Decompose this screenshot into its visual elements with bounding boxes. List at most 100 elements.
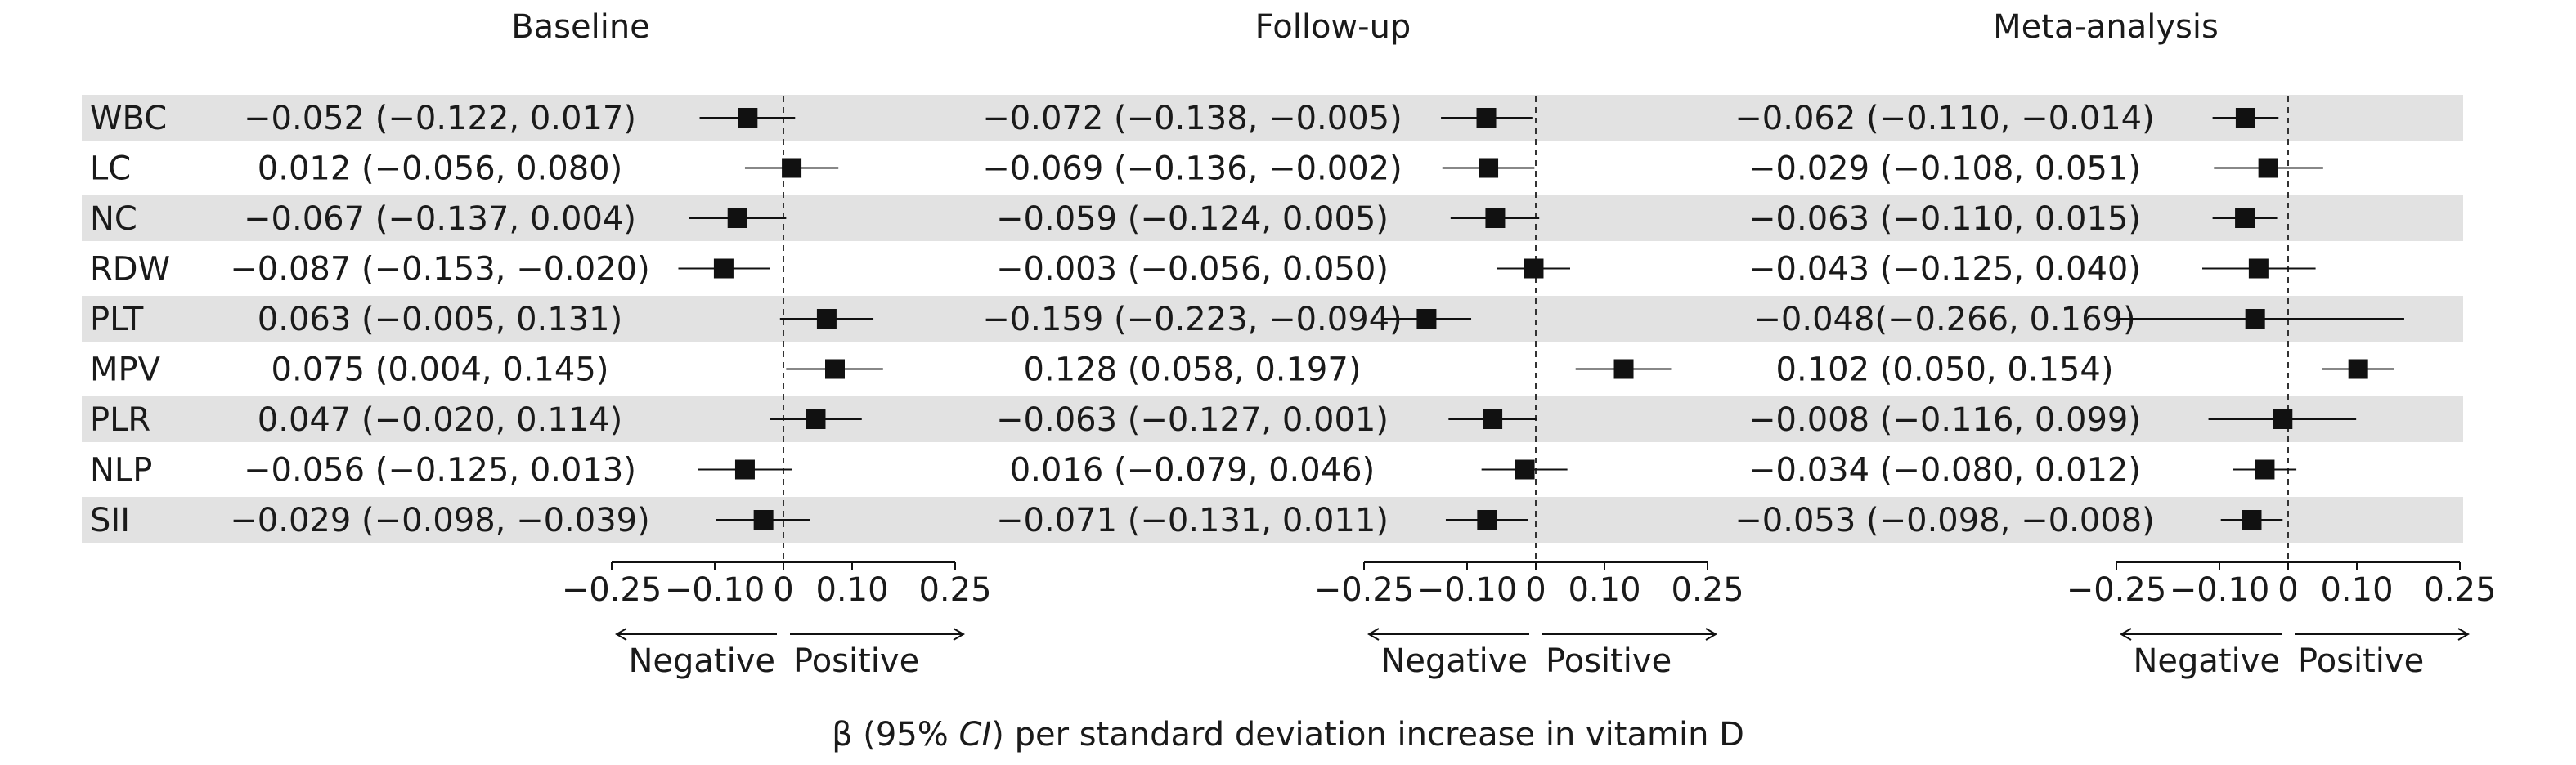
positive-arrowhead — [2457, 628, 2470, 641]
estimate-label: −0.053 (−0.098, −0.008) — [1735, 502, 2154, 539]
estimate-label: 0.063 (−0.005, 0.131) — [258, 301, 622, 338]
forest-panels: Baseline −0.052 (−0.122, 0.017) 0.012 (−0.… — [230, 8, 2496, 680]
x-tick-label: 0.25 — [918, 571, 991, 609]
estimate-label: 0.012 (−0.056, 0.080) — [258, 150, 622, 188]
estimate-label: 0.047 (−0.020, 0.114) — [258, 401, 622, 439]
estimate-label: −0.008 (−0.116, 0.099) — [1748, 401, 2141, 439]
estimate-label: −0.087 (−0.153, −0.020) — [230, 251, 649, 289]
x-tick-label: 0 — [2278, 571, 2298, 609]
estimate-label: −0.069 (−0.136, −0.002) — [982, 150, 1402, 188]
x-tick-label: 0.10 — [2320, 571, 2393, 609]
x-tick-label: −0.25 — [1314, 571, 1415, 609]
x-tick-label: −0.25 — [562, 571, 662, 609]
estimate-point — [738, 108, 758, 128]
estimate-point — [825, 359, 845, 379]
estimate-point — [1524, 258, 1544, 279]
x-axis-label-part-1: β (95% — [832, 716, 958, 754]
negative-label: Negative — [628, 642, 775, 680]
positive-label: Positive — [2298, 642, 2424, 680]
positive-label: Positive — [793, 642, 919, 680]
estimate-point — [806, 409, 826, 429]
estimate-point — [2248, 258, 2269, 279]
row-band-wbc — [82, 95, 2463, 141]
estimate-point — [782, 158, 802, 178]
estimate-label: −0.052 (−0.122, 0.017) — [244, 100, 636, 137]
x-tick-label: −0.10 — [665, 571, 765, 609]
row-band-plr — [82, 396, 2463, 442]
x-tick-label: −0.10 — [2170, 571, 2270, 609]
panel-title: Follow-up — [1255, 8, 1411, 46]
estimate-label: 0.102 (0.050, 0.154) — [1776, 351, 2114, 389]
estimate-label: −0.071 (−0.131, 0.011) — [996, 502, 1389, 539]
x-tick-label: 0 — [773, 571, 793, 609]
estimate-point — [1483, 409, 1503, 429]
estimate-label: −0.063 (−0.110, 0.015) — [1748, 200, 2141, 238]
x-axis-label-part-2: CI — [959, 716, 992, 754]
x-tick-label: 0.25 — [1671, 571, 1744, 609]
estimate-point — [1485, 208, 1506, 228]
estimate-label: −0.029 (−0.108, 0.051) — [1748, 150, 2141, 188]
row-band-sii — [82, 497, 2463, 543]
row-labels: WBC LC NC RDW PLT MPV PLR NLP SII — [90, 100, 170, 539]
estimate-point — [816, 309, 837, 329]
negative-arrowhead — [2120, 628, 2132, 641]
panel-2: Follow-up −0.072 (−0.138, −0.005) −0.069 (… — [982, 8, 1744, 680]
estimate-label: −0.003 (−0.056, 0.050) — [996, 251, 1389, 289]
x-tick-label: 0.25 — [2423, 571, 2496, 609]
positive-label: Positive — [1546, 642, 1672, 680]
estimate-point — [2258, 158, 2278, 178]
estimate-point — [2273, 409, 2293, 429]
row-label-nlp: NLP — [90, 452, 152, 490]
estimate-label: −0.063 (−0.127, 0.001) — [996, 401, 1389, 439]
negative-arrowhead — [1367, 628, 1380, 641]
row-label-plr: PLR — [90, 401, 150, 439]
row-band-plt — [82, 296, 2463, 342]
estimate-label: −0.159 (−0.223, −0.094) — [982, 301, 1402, 338]
estimate-label: −0.043 (−0.125, 0.040) — [1748, 251, 2141, 289]
estimate-point — [713, 258, 734, 279]
estimate-point — [1476, 108, 1497, 128]
negative-label: Negative — [2133, 642, 2280, 680]
estimate-label: 0.016 (−0.079, 0.046) — [1010, 452, 1375, 490]
estimate-point — [2242, 510, 2262, 530]
x-axis-label-part-3: ) per standard deviation increase in vit… — [991, 716, 1744, 754]
row-label-nc: NC — [90, 200, 137, 238]
panel-3: Meta-analysis −0.062 (−0.110, −0.014) −0.0… — [1735, 8, 2496, 680]
row-label-mpv: MPV — [90, 351, 161, 389]
estimate-label: −0.029 (−0.098, −0.039) — [230, 502, 649, 539]
estimate-point — [1479, 158, 1499, 178]
panel-title: Meta-analysis — [1993, 8, 2219, 46]
estimate-point — [2235, 108, 2255, 128]
estimate-label: −0.062 (−0.110, −0.014) — [1735, 100, 2154, 137]
x-axis-label: β (95% CI) per standard deviation increa… — [832, 716, 1744, 754]
estimate-point — [2348, 359, 2368, 379]
x-tick-label: −0.10 — [1417, 571, 1518, 609]
negative-arrowhead — [615, 628, 627, 641]
x-tick-label: 0.10 — [1568, 571, 1640, 609]
estimate-point — [1613, 359, 1634, 379]
x-tick-label: 0.10 — [815, 571, 888, 609]
positive-arrowhead — [953, 628, 965, 641]
panel-1: Baseline −0.052 (−0.122, 0.017) 0.012 (−0.… — [230, 8, 991, 680]
estimate-point — [2245, 309, 2265, 329]
row-label-plt: PLT — [90, 301, 144, 338]
estimate-point — [2235, 208, 2255, 228]
panel-title: Baseline — [511, 8, 650, 46]
estimate-label: −0.067 (−0.137, 0.004) — [244, 200, 636, 238]
row-bands — [82, 95, 2463, 543]
estimate-point — [1515, 459, 1535, 480]
row-label-wbc: WBC — [90, 100, 167, 137]
estimate-label: 0.075 (0.004, 0.145) — [272, 351, 609, 389]
positive-arrowhead — [1705, 628, 1717, 641]
x-tick-label: −0.25 — [2067, 571, 2167, 609]
estimate-label: −0.072 (−0.138, −0.005) — [982, 100, 1402, 137]
row-label-sii: SII — [90, 502, 130, 539]
estimate-point — [734, 459, 755, 480]
x-tick-label: 0 — [1525, 571, 1546, 609]
estimate-label: −0.056 (−0.125, 0.013) — [244, 452, 636, 490]
estimate-point — [753, 510, 774, 530]
estimate-label: 0.128 (0.058, 0.197) — [1024, 351, 1362, 389]
estimate-label: −0.034 (−0.080, 0.012) — [1748, 452, 2141, 490]
row-label-rdw: RDW — [90, 251, 170, 289]
